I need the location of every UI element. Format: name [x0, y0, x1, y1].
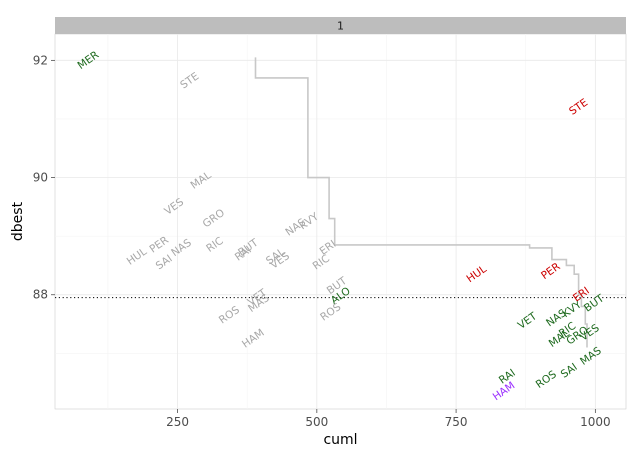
plot-panel	[54, 33, 627, 410]
facet-strip-label: 1	[337, 20, 344, 33]
y-tick-label-2: 92	[33, 53, 48, 67]
step-line	[254, 57, 588, 348]
y-axis-title: dbest	[10, 201, 26, 241]
facet-strip	[55, 17, 626, 34]
x-tick-label-0: 250	[166, 415, 189, 429]
y-axis-ticks: 88 90 92	[33, 53, 55, 302]
step-line-path	[254, 57, 588, 348]
grid	[55, 34, 626, 409]
y-tick-label-0: 88	[33, 288, 48, 302]
x-axis-title: cuml	[323, 432, 357, 448]
x-tick-label-3: 1000	[580, 415, 611, 429]
x-axis-ticks: 250 500 750 1000	[166, 409, 611, 429]
y-tick-label-1: 90	[33, 171, 48, 185]
x-tick-label-2: 750	[445, 415, 468, 429]
x-tick-label-1: 500	[305, 415, 328, 429]
